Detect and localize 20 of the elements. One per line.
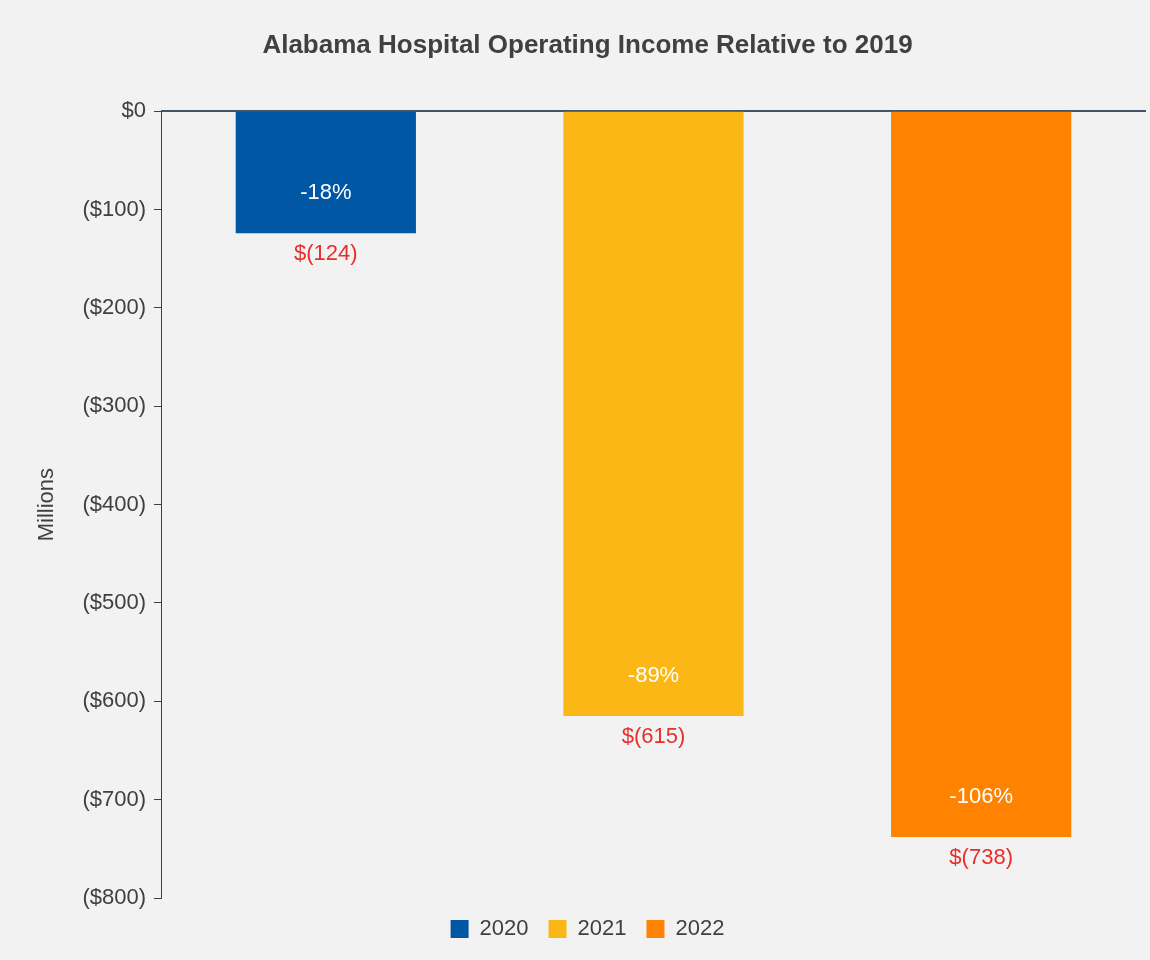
y-axis-title: Millions: [33, 467, 59, 542]
y-tick-label: ($800): [82, 884, 146, 910]
y-tick-label: ($700): [82, 785, 146, 811]
y-tick-label: ($100): [82, 195, 146, 221]
legend-label: 2021: [577, 915, 627, 941]
chart-title: Alabama Hospital Operating Income Relative to 2019: [262, 28, 913, 59]
y-tick-label: ($300): [82, 392, 146, 418]
y-tick-label: ($400): [82, 490, 146, 516]
annotation: -89%: [627, 662, 680, 688]
data-label: $(738): [949, 844, 1013, 870]
y-tick-label: ($600): [82, 687, 146, 713]
data-label: $(615): [621, 723, 686, 749]
annotation: -106%: [949, 783, 1013, 809]
y-tick-label: ($200): [82, 293, 146, 319]
legend-label: 2020: [479, 915, 529, 941]
data-label: $(124): [294, 240, 358, 266]
annotation: -18%: [300, 179, 352, 205]
legend-label: 2022: [675, 915, 725, 941]
y-tick-label: ($500): [82, 589, 146, 615]
y-tick-label: $0: [121, 97, 146, 123]
